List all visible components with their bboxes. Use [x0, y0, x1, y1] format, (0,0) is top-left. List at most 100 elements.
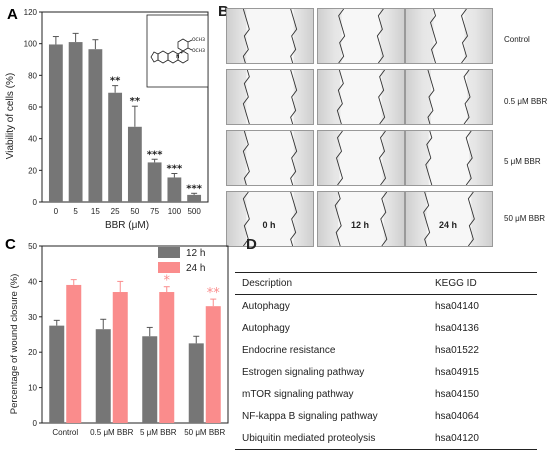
bar — [49, 325, 65, 423]
bar — [159, 292, 175, 423]
table-row: Endocrine resistance hsa01522 — [235, 339, 537, 361]
y-tick-label: 0 — [33, 419, 38, 428]
bar — [147, 162, 162, 202]
wound-image — [226, 191, 314, 247]
bar — [188, 343, 204, 423]
cell-description: Autophagy — [242, 300, 290, 312]
x-tick-label: 25 — [111, 207, 120, 216]
panel-b-image-grid: B Control 0.5 μM BBR 5 μM BBR 50 μM BBR … — [212, 0, 550, 247]
ring-atom-label: N — [176, 54, 179, 60]
y-tick-label: 80 — [28, 71, 37, 80]
panel-c-bars: *** — [49, 274, 221, 423]
wound-image — [226, 130, 314, 186]
wound-image — [226, 69, 314, 125]
panel-a-ticks: 0 20 40 60 80 100 120 0 5 15 25 50 75 100 500 — [24, 8, 202, 216]
panel-c-legend: 12 h 24 h — [158, 247, 205, 274]
panel-b-letter: B — [218, 3, 229, 20]
table-row: Ubiquitin mediated proteolysis hsa04120 — [235, 427, 537, 450]
panel-d-letter: D — [246, 236, 257, 253]
table-row: Autophagy hsa04140 — [235, 295, 537, 318]
cell-kegg-id: hsa04120 — [428, 427, 537, 450]
x-tick-label: 0.5 μM BBR — [90, 428, 134, 437]
panel-c-y-label: Percentage of wound closure (%) — [9, 274, 20, 414]
x-tick-label: 15 — [91, 207, 100, 216]
y-tick-label: 0 — [33, 198, 38, 207]
wound-image — [317, 69, 405, 125]
y-tick-label: 30 — [28, 313, 37, 322]
wound-image — [405, 191, 493, 247]
row-label-control: Control — [504, 35, 530, 44]
cell-kegg-id: hsa04136 — [435, 322, 479, 334]
wound-image — [317, 8, 405, 64]
cell-description: NF-kappa B signaling pathway — [242, 410, 378, 422]
substituent-bottom-label: OCH3 — [192, 48, 205, 54]
y-tick-label: 50 — [28, 242, 37, 251]
wound-image — [405, 69, 493, 125]
significance-mark: ** — [110, 76, 121, 87]
panel-d-table: D Description KEGG ID Autophagy hsa04140 … — [235, 234, 550, 469]
significance-mark: ** — [207, 286, 221, 301]
y-tick-label: 40 — [28, 277, 37, 286]
berberine-structure-inset: OCH3 OCH3 N + — [146, 14, 209, 88]
x-tick-label: 5 — [73, 207, 78, 216]
col-label-12h: 12 h — [350, 220, 369, 230]
wound-image — [317, 191, 405, 247]
positive-charge-label: + — [180, 50, 184, 56]
panel-a-bars: ************* — [48, 32, 203, 203]
cell-description: mTOR signaling pathway — [242, 388, 354, 400]
cell-kegg-id: hsa04064 — [435, 410, 479, 422]
x-tick-label: 50 — [130, 207, 139, 216]
bar — [167, 177, 182, 202]
x-tick-label: 500 — [187, 207, 201, 216]
significance-mark: *** — [147, 149, 163, 160]
bar — [108, 92, 123, 202]
panel-c-frame — [41, 245, 229, 424]
legend-label-24h: 24 h — [186, 263, 205, 274]
x-tick-label: 5 μM BBR — [140, 428, 177, 437]
bar — [112, 292, 128, 423]
y-tick-label: 120 — [24, 8, 38, 17]
bar — [205, 306, 221, 423]
panel-a-x-label: BBR (μM) — [105, 220, 149, 231]
cell-kegg-id: hsa04915 — [435, 366, 479, 378]
panel-c-ticks: 0 10 20 30 40 50 Control 0.5 μM BBR 5 μM BBR 50 μ… — [28, 242, 225, 437]
table-row: mTOR signaling pathway hsa04150 — [235, 383, 537, 405]
cell-description: Estrogen signaling pathway — [242, 366, 365, 378]
cell-kegg-id: hsa01522 — [435, 344, 479, 356]
row-label-0-5um: 0.5 μM BBR — [504, 97, 548, 106]
panel-a-letter: A — [7, 6, 18, 23]
wound-image — [226, 8, 314, 64]
row-label-50um: 50 μM BBR — [504, 214, 546, 223]
significance-mark: *** — [167, 164, 183, 175]
col-label-24h: 24 h — [438, 220, 457, 230]
table-row: NF-kappa B signaling pathway hsa04064 — [235, 405, 537, 427]
panel-a-y-label: Viability of cells (%) — [5, 73, 16, 160]
wound-image — [405, 8, 493, 64]
table-row: Autophagy hsa04136 — [235, 317, 537, 339]
table-header-row: Description KEGG ID — [235, 272, 537, 295]
x-tick-label: 100 — [168, 207, 182, 216]
cell-description: Autophagy — [242, 322, 290, 334]
x-tick-label: 75 — [150, 207, 159, 216]
bar — [68, 42, 83, 203]
panel-c-axes — [41, 245, 229, 424]
kegg-table: Description KEGG ID Autophagy hsa04140 Au… — [235, 272, 537, 450]
significance-mark: ** — [130, 96, 141, 107]
col-label-0h: 0 h — [262, 220, 276, 230]
bar — [187, 194, 202, 202]
bar — [66, 284, 82, 423]
cell-description: Ubiquitin mediated proteolysis — [235, 427, 428, 450]
x-tick-label: Control — [52, 428, 78, 437]
header-description: Description — [235, 272, 428, 295]
wound-image — [405, 130, 493, 186]
row-label-5um: 5 μM BBR — [504, 157, 541, 166]
bar — [95, 329, 111, 423]
table-row: Estrogen signaling pathway hsa04915 — [235, 361, 537, 383]
y-tick-label: 60 — [28, 103, 37, 112]
legend-swatch-24h — [158, 262, 180, 273]
y-tick-label: 20 — [28, 348, 37, 357]
y-tick-label: 20 — [28, 166, 37, 175]
cell-kegg-id: hsa04150 — [435, 388, 479, 400]
